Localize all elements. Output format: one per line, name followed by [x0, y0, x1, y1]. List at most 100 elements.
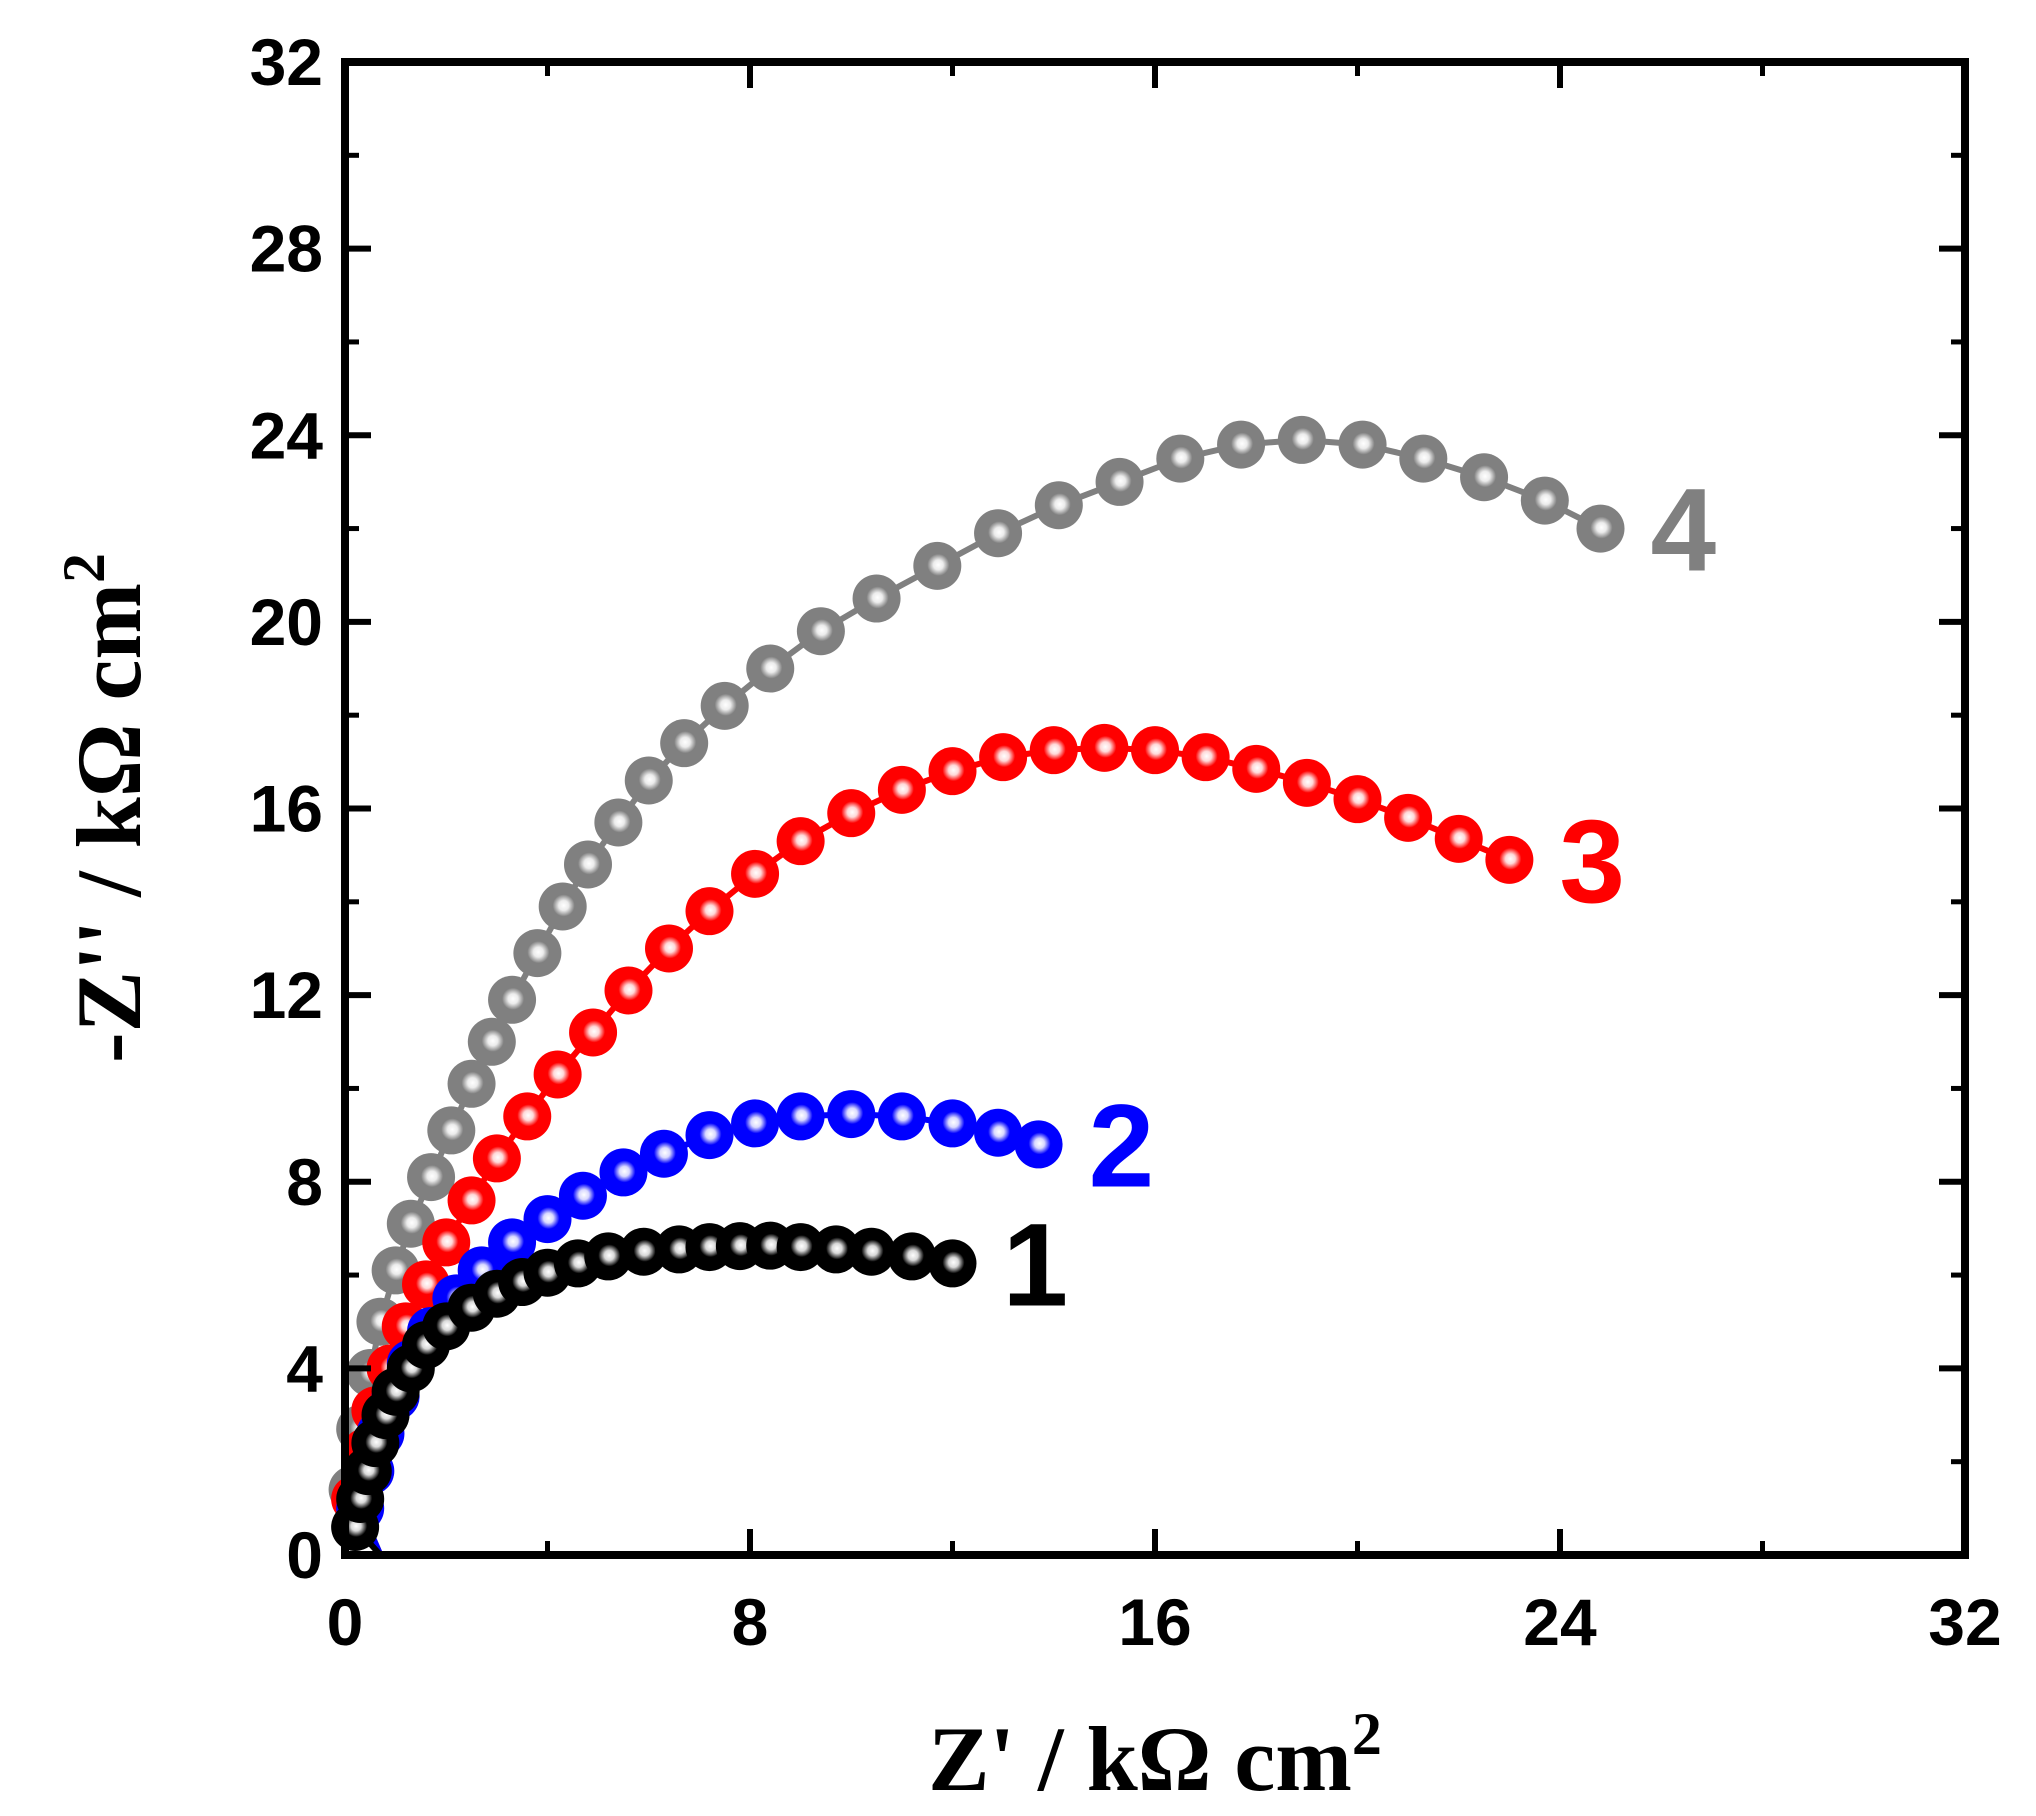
series-3-point-highlight: [790, 829, 813, 852]
series-1-point-highlight: [790, 1235, 813, 1258]
y-tick-label: 0: [286, 1518, 323, 1592]
series-3-point-highlight: [1499, 847, 1522, 870]
y-tick-label: 24: [250, 398, 324, 472]
series-3-point-highlight: [659, 936, 681, 959]
series-2-point-highlight: [988, 1120, 1011, 1143]
y-tick-label: 12: [250, 958, 323, 1032]
series-3-label: 3: [1559, 796, 1625, 928]
series-3-point-highlight: [618, 978, 641, 1001]
series-3-point-highlight: [416, 1272, 438, 1295]
series-3-point-highlight: [942, 759, 965, 782]
plot-frame: [341, 58, 1969, 1559]
series-4: 4: [328, 415, 1717, 1557]
series-2-point-highlight: [502, 1230, 525, 1253]
series-2-point-highlight: [790, 1104, 813, 1127]
series-3-point-highlight: [1296, 770, 1319, 793]
series-4-point-highlight: [866, 586, 889, 609]
series-4-point-highlight: [502, 987, 525, 1010]
series-3-point-highlight: [891, 777, 914, 800]
series-3-point-highlight: [486, 1146, 509, 1169]
series-3-point-highlight: [745, 861, 768, 884]
series-2-point-highlight: [613, 1160, 636, 1183]
series-1: 1: [331, 1199, 1069, 1558]
series-4-point-highlight: [1109, 469, 1132, 492]
series-4-point-highlight: [714, 693, 737, 716]
series-4-point-highlight: [1231, 432, 1254, 455]
series-4-point-highlight: [638, 768, 661, 791]
x-tick-label: 24: [1523, 1585, 1597, 1659]
series-3-point-highlight: [1094, 735, 1117, 758]
series-4-point-highlight: [1413, 446, 1436, 469]
series-4-point-highlight: [927, 553, 950, 576]
x-axis-title: Z' / kΩ cm2: [928, 1701, 1382, 1810]
series-1-label: 1: [1003, 1199, 1069, 1331]
series-1-point-highlight: [598, 1244, 621, 1267]
series-4-point-highlight: [421, 1165, 444, 1188]
tick-layer: [342, 59, 1968, 1558]
series-4-point-highlight: [608, 810, 631, 833]
series-4-point-highlight: [674, 731, 697, 754]
series-4-point-highlight: [385, 1258, 408, 1281]
series-4-point-highlight: [481, 1029, 504, 1052]
series-4-point-highlight: [527, 941, 550, 964]
series-2-point-highlight: [1028, 1132, 1051, 1155]
series-3-point-highlight: [583, 1020, 606, 1043]
x-tick-label: 16: [1118, 1585, 1191, 1659]
series-1-point-highlight: [537, 1260, 560, 1283]
series-4-label: 4: [1651, 465, 1717, 597]
series-4-point-highlight: [552, 894, 575, 917]
series-1-point-highlight: [826, 1237, 849, 1260]
series-1-point-highlight: [902, 1244, 924, 1267]
series-4-point-highlight: [1590, 516, 1613, 539]
series-4-point-highlight: [1352, 432, 1375, 455]
y-tick-label: 16: [250, 772, 323, 846]
series-3-point-highlight: [1347, 787, 1370, 810]
series-3-fit-line: [351, 744, 1511, 1557]
series-3-point-highlight: [699, 899, 722, 922]
y-tick-label: 20: [250, 585, 323, 659]
series-3-point-highlight: [1145, 738, 1167, 761]
series-3-point-highlight: [436, 1230, 459, 1253]
series-4-point-highlight: [578, 852, 600, 875]
series-3-point-highlight: [1195, 745, 1218, 768]
series-4-fit-line: [349, 436, 1602, 1557]
series-2-point-highlight: [841, 1102, 864, 1125]
y-tick-label: 32: [250, 25, 323, 99]
series-2-point-highlight: [537, 1207, 560, 1230]
y-tick-label: 28: [250, 212, 323, 286]
series-1-point-highlight: [942, 1251, 965, 1274]
series-3-point-highlight: [1398, 805, 1421, 828]
series-1-point-highlight: [729, 1234, 752, 1257]
x-tick-label: 8: [732, 1585, 769, 1659]
x-tick-label: 0: [327, 1585, 364, 1659]
series-1-point-highlight: [760, 1233, 783, 1256]
x-tick-label: 32: [1928, 1585, 2001, 1659]
series-4-point-highlight: [810, 619, 833, 642]
series-2-point-highlight: [572, 1183, 595, 1206]
series-2-point-highlight: [699, 1123, 722, 1146]
series-3-point-highlight: [1448, 826, 1471, 849]
series-4-point-highlight: [1474, 465, 1497, 488]
series-4-point-highlight: [760, 656, 783, 679]
series-3-point-highlight: [1043, 738, 1066, 761]
series-2-point-highlight: [653, 1141, 676, 1164]
series-3-point-highlight: [993, 745, 1016, 768]
series-4-point-highlight: [441, 1118, 464, 1141]
series-1-point-highlight: [669, 1237, 692, 1260]
series-4-point-highlight: [1170, 446, 1193, 469]
series-4-point-highlight: [461, 1071, 484, 1094]
series-2-point-highlight: [891, 1104, 914, 1127]
series-1-point-highlight: [699, 1235, 722, 1258]
series-2-point-highlight: [745, 1111, 768, 1134]
series-layer: 4 3 21: [328, 415, 1717, 1558]
series-1-point-highlight: [861, 1239, 884, 1262]
y-tick-label: 4: [286, 1331, 323, 1405]
series-3-point-highlight: [517, 1104, 540, 1127]
series-3-point-highlight: [461, 1188, 484, 1211]
series-2-label: 2: [1089, 1080, 1155, 1212]
series-1-point-highlight: [633, 1239, 656, 1262]
series-4-point-highlight: [988, 521, 1011, 544]
series-3-point-highlight: [547, 1062, 570, 1085]
